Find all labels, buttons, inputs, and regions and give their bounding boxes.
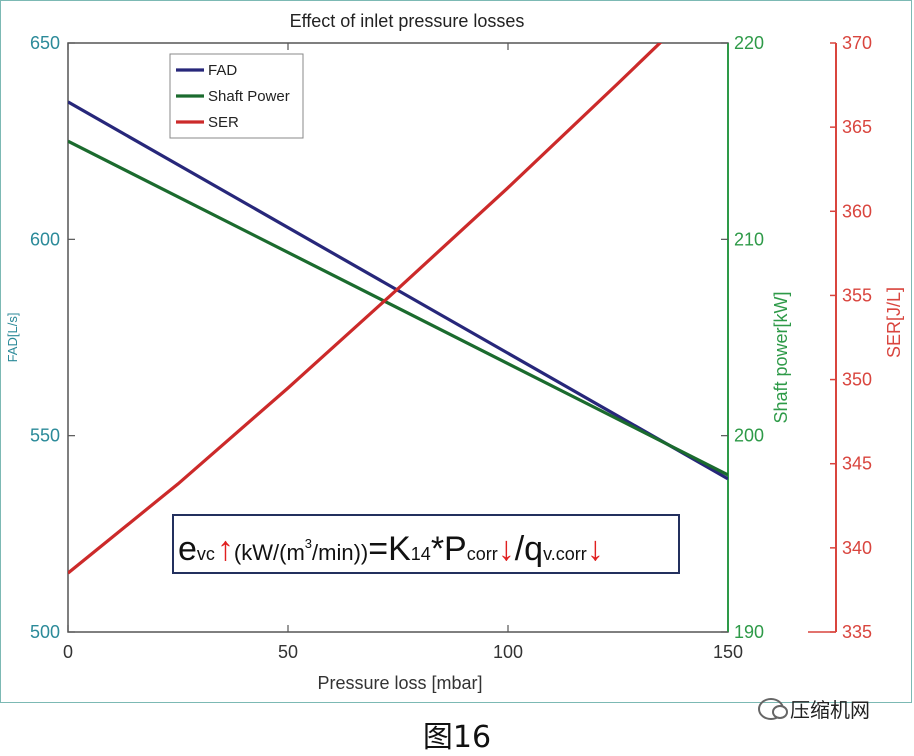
left-tick-label: 600 bbox=[30, 229, 60, 249]
legend-box bbox=[169, 53, 304, 139]
left-axis-label: FAD[L/s] bbox=[5, 313, 20, 363]
right2-tick-label: 365 bbox=[842, 117, 872, 137]
right2-tick-label: 345 bbox=[842, 454, 872, 474]
right2-axis-label: SER[J/L] bbox=[884, 287, 904, 358]
legend-label: Shaft Power bbox=[208, 88, 290, 105]
legend-label: SER bbox=[208, 114, 239, 131]
x-tick-label: 100 bbox=[493, 642, 523, 662]
x-axis-label: Pressure loss [mbar] bbox=[317, 673, 482, 693]
right1-tick-label: 220 bbox=[734, 33, 764, 53]
right1-tick-label: 200 bbox=[734, 426, 764, 446]
right2-tick-label: 370 bbox=[842, 33, 872, 53]
chart-title: Effect of inlet pressure losses bbox=[290, 11, 525, 31]
left-tick-label: 500 bbox=[30, 622, 60, 642]
right2-tick-label: 350 bbox=[842, 370, 872, 390]
legend: FAD Shaft Power SER bbox=[169, 53, 304, 139]
left-tick-label: 550 bbox=[30, 426, 60, 446]
watermark-text: 压缩机网 bbox=[790, 698, 870, 722]
right1-tick-label: 210 bbox=[734, 229, 764, 249]
x-tick-label: 0 bbox=[63, 642, 73, 662]
watermark: 压缩机网 bbox=[758, 694, 870, 723]
series-line-shaft-power bbox=[68, 139, 728, 477]
left-tick-label: 650 bbox=[30, 33, 60, 53]
right2-tick-label: 340 bbox=[842, 538, 872, 558]
legend-label: FAD bbox=[208, 62, 237, 79]
x-tick-label: 50 bbox=[278, 642, 298, 662]
wechat-icon bbox=[758, 697, 788, 720]
x-tick-label: 150 bbox=[713, 642, 743, 662]
figure-caption: 图16 bbox=[422, 720, 492, 755]
chart: Effect of inlet pressure losses 0 50 100 15… bbox=[5, 11, 904, 693]
right2-tick-label: 355 bbox=[842, 285, 872, 305]
right2-tick-label: 360 bbox=[842, 201, 872, 221]
equation-annotation: evc↑(kW/(m3/min))=K14*Pcorr↓/qv.corr↓ bbox=[172, 514, 680, 574]
series-line-ser bbox=[68, 43, 663, 575]
figure-frame bbox=[0, 0, 912, 703]
equation-text: evc↑(kW/(m3/min))=K14*Pcorr↓/qv.corr↓ bbox=[178, 530, 604, 568]
right2-tick-label: 335 bbox=[842, 622, 872, 642]
right1-axis-label: Shaft power[kW] bbox=[771, 291, 791, 423]
right1-tick-label: 190 bbox=[734, 622, 764, 642]
equation-box bbox=[172, 514, 680, 574]
